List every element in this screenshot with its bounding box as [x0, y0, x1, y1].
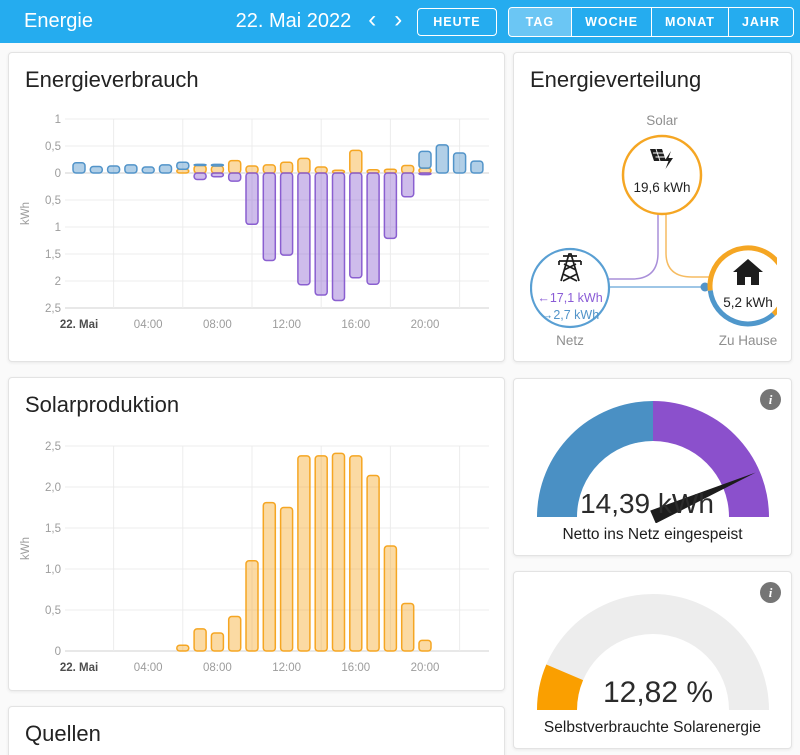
svg-text:16:00: 16:00 [341, 319, 370, 331]
solar-to-grid-line [609, 214, 659, 280]
svg-text:2: 2 [55, 276, 61, 288]
gauge-value: 14,39 kWh [580, 488, 714, 519]
grid-node-circle [530, 247, 611, 329]
svg-text:0: 0 [55, 646, 61, 658]
home-ring-solar-arc [707, 245, 777, 317]
card-gauge-self-consumed: i 12,82 % Selbstverbrauchte Solarenergie [513, 571, 792, 749]
home-node-label: Zu Hause [719, 333, 777, 348]
chevron-right-icon[interactable]: › [385, 7, 411, 36]
home-node-circle [710, 248, 777, 324]
svg-text:08:00: 08:00 [203, 662, 232, 674]
home-icon [733, 259, 763, 285]
solar-node-circle [621, 134, 703, 216]
svg-text:0,5: 0,5 [45, 141, 61, 153]
svg-text:1,0: 1,0 [45, 564, 61, 576]
svg-text:0,5: 0,5 [45, 605, 61, 617]
solar-panel-icon [650, 148, 673, 169]
page-title: Energie [24, 10, 93, 32]
selected-date: 22. Mai 2022 [235, 10, 352, 32]
svg-text:22. Mai: 22. Mai [60, 319, 98, 331]
dashboard-content: Energieverbrauch 1 0,5 0 0,5 1 1,5 2 2,5 22. Mai… [0, 43, 800, 755]
svg-text:20:00: 20:00 [411, 319, 440, 331]
gauge-value: 12,82 % [602, 676, 712, 709]
home-ring-grid-arc [707, 290, 776, 327]
info-icon[interactable]: i [760, 582, 781, 603]
svg-text:kWh: kWh [20, 537, 32, 560]
svg-text:16:00: 16:00 [341, 662, 370, 674]
svg-text:2,5: 2,5 [45, 303, 61, 315]
period-tabs: TAG WOCHE MONAT JAHR [507, 6, 794, 37]
grid-consume-value: →2,7 kWh [541, 308, 599, 322]
tab-day[interactable]: TAG [508, 7, 572, 36]
solar-to-home-line [665, 214, 710, 278]
card-title-consumption: Energieverbrauch [25, 67, 199, 92]
tab-week[interactable]: WOCHE [571, 7, 651, 36]
app-header: Energie 22. Mai 2022 ‹ › HEUTE TAG WOCHE… [0, 0, 800, 43]
self-consumed-gauge[interactable]: 12,82 % [530, 590, 776, 716]
svg-text:2,5: 2,5 [45, 441, 61, 453]
card-sources: Quellen [8, 706, 505, 755]
card-solar-production: Solarproduktion 2,5 2,0 1,5 1,0 0,5 0 22. Mai 0… [8, 377, 505, 691]
svg-text:08:00: 08:00 [203, 319, 232, 331]
card-title-sources: Quellen [25, 721, 101, 746]
svg-text:kWh: kWh [20, 202, 32, 225]
svg-text:1,5: 1,5 [45, 249, 61, 261]
svg-text:1: 1 [55, 114, 61, 126]
svg-text:04:00: 04:00 [134, 319, 163, 331]
chevron-left-icon[interactable]: ‹ [359, 7, 385, 36]
solar-node-label: Solar [646, 113, 678, 128]
transmission-tower-icon [558, 253, 582, 282]
card-gauge-grid-feed: i 14,39 kWh Netto ins Netz eingespeist [513, 378, 792, 556]
today-button[interactable]: HEUTE [417, 7, 497, 36]
home-node-value: 5,2 kWh [723, 295, 773, 310]
grid-return-value: ←17,1 kWh [537, 291, 602, 305]
solar-production-chart[interactable]: 2,5 2,0 1,5 1,0 0,5 0 22. Mai 04:00 08:00 12:00 16… [17, 432, 495, 680]
flow-dot [700, 282, 710, 292]
svg-text:22. Mai: 22. Mai [60, 662, 98, 674]
svg-text:04:00: 04:00 [134, 662, 163, 674]
tab-month[interactable]: MONAT [651, 7, 728, 36]
gauge-label: Selbstverbrauchte Solarenergie [543, 719, 762, 736]
gauge-label: Netto ins Netz eingespeist [562, 526, 743, 543]
card-title-solar: Solarproduktion [25, 392, 180, 417]
svg-text:0,5: 0,5 [45, 195, 61, 207]
svg-text:1: 1 [55, 222, 61, 234]
grid-feed-gauge[interactable]: 14,39 kWh [530, 397, 776, 523]
svg-text:0: 0 [55, 168, 61, 180]
grid-node-label: Netz [556, 333, 584, 348]
energy-consumption-chart[interactable]: 1 0,5 0 0,5 1 1,5 2 2,5 22. Mai 04:00 08:00 12:00 16… [17, 107, 495, 337]
card-title-distribution: Energieverteilung [530, 67, 702, 92]
info-icon[interactable]: i [760, 389, 781, 410]
energy-distribution-diagram: Solar 19,6 kWh ←17,1 kWh →2,7 kWh Netz [530, 113, 777, 348]
svg-text:1,5: 1,5 [45, 523, 61, 535]
solar-node-value: 19,6 kWh [633, 180, 690, 195]
tab-year[interactable]: JAHR [727, 7, 793, 36]
card-energy-distribution: Energieverteilung Solar 19,6 kWh [513, 52, 792, 362]
svg-text:12:00: 12:00 [272, 662, 301, 674]
card-energy-consumption: Energieverbrauch 1 0,5 0 0,5 1 1,5 2 2,5 22. Mai… [8, 52, 505, 362]
svg-text:2,0: 2,0 [45, 482, 61, 494]
svg-text:20:00: 20:00 [411, 662, 440, 674]
svg-text:12:00: 12:00 [272, 319, 301, 331]
